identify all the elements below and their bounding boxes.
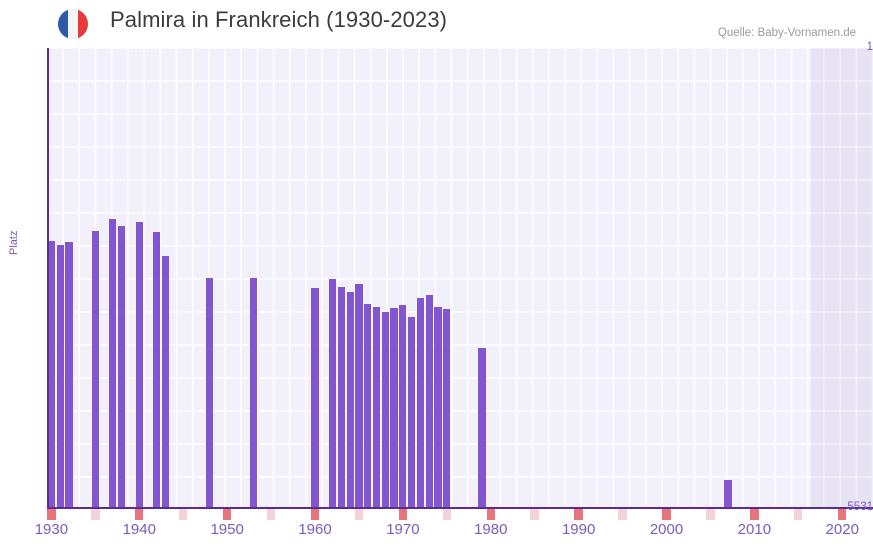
bar-1942[interactable] [153, 231, 161, 508]
bar-1979[interactable] [478, 348, 486, 508]
bar-1963[interactable] [337, 286, 345, 508]
x-axis-label-1950: 1950 [210, 521, 244, 538]
y-axis-top-label: 1 [866, 41, 873, 53]
bar-1967[interactable] [372, 307, 381, 508]
x-axis-label-1930: 1930 [34, 521, 69, 538]
bar-1937[interactable] [109, 218, 117, 508]
y-axis-title: Platz [8, 230, 20, 255]
bar-1975[interactable] [443, 309, 451, 508]
x-axis-tick-strip [47, 509, 873, 520]
x-tick-mark-1935 [91, 509, 100, 520]
y-axis-line [47, 48, 49, 508]
bar-1953[interactable] [249, 277, 258, 508]
x-tick-mark-1950 [222, 509, 232, 520]
x-tick-mark-1945 [179, 509, 188, 520]
x-axis-label-1970: 1970 [386, 521, 420, 538]
grid-lines [47, 48, 873, 508]
bar-2007[interactable] [724, 480, 732, 508]
bar-1931[interactable] [56, 245, 64, 508]
x-tick-mark-1940 [135, 509, 144, 520]
bar-1972[interactable] [416, 298, 425, 508]
x-tick-mark-2020 [838, 509, 847, 520]
y-axis-bottom-label: 5531 [847, 501, 873, 513]
source-attribution: Quelle: Baby-Vornamen.de [717, 27, 856, 39]
bar-1973[interactable] [425, 294, 433, 508]
bar-1940[interactable] [135, 221, 143, 508]
x-tick-mark-1970 [398, 509, 408, 520]
bar-1965[interactable] [355, 284, 363, 508]
x-axis-label-1940: 1940 [122, 521, 156, 538]
chart-header: Palmira in Frankreich (1930-2023) Quelle… [0, 0, 873, 46]
x-tick-mark-2015 [794, 509, 803, 520]
x-tick-mark-2005 [706, 509, 715, 520]
bar-1960[interactable] [311, 288, 319, 508]
bar-1971[interactable] [408, 316, 416, 508]
bar-1969[interactable] [390, 308, 398, 508]
x-tick-mark-1960 [310, 509, 320, 520]
bar-1962[interactable] [328, 279, 337, 508]
x-tick-mark-1990 [574, 509, 583, 520]
x-tick-mark-1995 [618, 509, 627, 520]
x-tick-mark-2000 [662, 509, 671, 520]
bar-1964[interactable] [346, 291, 354, 508]
france-flag-icon [58, 9, 88, 39]
page-title: Palmira in Frankreich (1930-2023) [110, 7, 448, 32]
x-tick-mark-1955 [266, 509, 276, 520]
x-tick-mark-1980 [486, 509, 495, 520]
x-tick-mark-2010 [750, 509, 759, 520]
x-axis-label-2010: 2010 [737, 521, 772, 538]
bar-1932[interactable] [65, 242, 73, 508]
x-axis-label-2020: 2020 [825, 521, 859, 538]
x-tick-mark-1975 [442, 509, 451, 520]
future-shaded-band [811, 48, 873, 508]
x-axis-label-2000: 2000 [649, 521, 684, 538]
x-axis-label-1960: 1960 [298, 521, 332, 538]
x-tick-mark-1965 [354, 509, 364, 520]
bar-1974[interactable] [434, 306, 442, 508]
bar-1948[interactable] [205, 278, 214, 508]
x-tick-mark-1930 [47, 509, 56, 520]
bar-1968[interactable] [381, 312, 389, 508]
bar-1938[interactable] [118, 226, 126, 508]
x-tick-mark-1985 [530, 509, 539, 520]
x-axis-label-1990: 1990 [561, 521, 596, 538]
bar-1935[interactable] [91, 230, 99, 508]
x-axis-line [47, 507, 873, 509]
x-axis-label-1980: 1980 [474, 521, 508, 538]
bar-1943[interactable] [162, 256, 170, 508]
bar-1966[interactable] [364, 304, 372, 508]
bar-1930[interactable] [47, 240, 55, 508]
plot-area [47, 48, 873, 508]
bar-1970[interactable] [399, 304, 407, 508]
